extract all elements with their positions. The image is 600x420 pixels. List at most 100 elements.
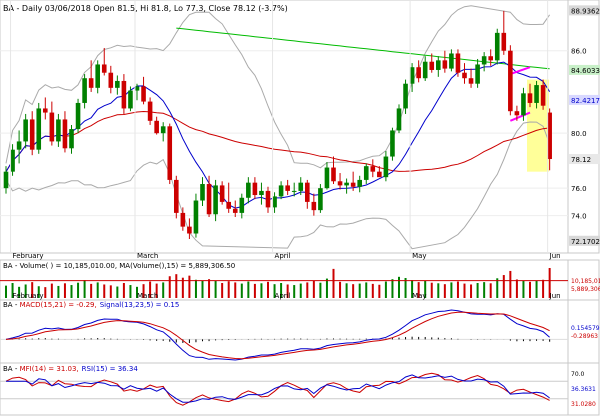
volume-bar	[18, 286, 21, 298]
volume-bar	[535, 280, 538, 298]
candle-body	[318, 188, 323, 211]
price-tick-label: 86.0	[571, 48, 587, 56]
candle-body	[344, 182, 349, 186]
macd-label-macd: MACD(15,21) = -0.29,	[20, 301, 97, 309]
volume-bar	[411, 280, 414, 298]
macd-label: BA - MACD(15,21) = -0.29, Signal(13,23,5)…	[3, 301, 179, 309]
macd-axis: 0.154579-0.28963	[571, 325, 600, 340]
candle-body	[16, 141, 22, 150]
volume-bar	[273, 284, 276, 298]
volume-bar	[194, 279, 197, 298]
mfi-label: BA - MFI(14) = 31.03, RSI(15) = 36.34	[3, 365, 138, 373]
candle-body	[10, 149, 15, 172]
volume-bar	[371, 283, 374, 298]
volume-bar	[430, 282, 433, 298]
volume-bar	[365, 282, 368, 298]
candle-body	[363, 166, 369, 180]
volume-bar	[456, 281, 459, 298]
candle-body	[449, 53, 454, 69]
volume-bar	[116, 286, 119, 298]
moving-average-200	[176, 27, 550, 70]
candle-body	[534, 85, 539, 103]
price-tag-bg	[569, 64, 600, 75]
candle-body	[193, 200, 199, 234]
candle-body	[462, 72, 467, 79]
candle-body	[49, 112, 55, 142]
candle-body	[160, 126, 166, 134]
mfi-label-mfi: MFI(14) = 31.03,	[20, 365, 79, 373]
macd-label-prefix: BA -	[3, 301, 20, 309]
candle-body	[187, 226, 192, 234]
volume-bar	[240, 283, 243, 298]
volume-bar	[529, 281, 531, 298]
volume-month-labels: February March April May Jun	[13, 292, 561, 300]
candle-body	[75, 102, 81, 130]
candle-body	[298, 182, 304, 191]
volume-bar	[188, 275, 191, 298]
candle-body	[521, 93, 526, 116]
volume-tick-label: 10,185,010	[571, 278, 600, 285]
volume-bar	[470, 284, 473, 298]
volume-bar	[162, 282, 165, 298]
candle-body	[174, 179, 179, 213]
candle-body	[370, 166, 376, 172]
volume-bar	[96, 282, 99, 298]
candle-body	[108, 72, 114, 88]
candle-body	[508, 50, 513, 112]
volume-bar	[417, 282, 420, 298]
macd-line	[5, 309, 550, 361]
volume-bar	[168, 276, 171, 298]
month-label: February	[13, 252, 44, 260]
price-candles	[3, 10, 552, 240]
candle-body	[3, 171, 9, 189]
volume-bar	[90, 283, 93, 298]
candle-body	[141, 86, 146, 102]
candle-body	[88, 78, 94, 88]
volume-bar	[489, 283, 492, 298]
month-label: Jun	[549, 252, 561, 260]
candle-body	[232, 208, 238, 213]
volume-bar	[234, 282, 237, 298]
volume-bar	[391, 279, 394, 298]
chart-title: BA - Daily 03/06/2018 Open 81.5, Hi 81.8…	[3, 4, 288, 13]
candle-body	[29, 119, 35, 150]
price-axis: 88.9362 86.0 84.6033 82.4217 80.0 78.12 76.0 74…	[569, 5, 600, 246]
volume-bar	[515, 279, 518, 298]
volume-bar	[50, 283, 53, 298]
price-tick-label: 76.0	[571, 185, 587, 193]
candle-body	[219, 185, 225, 202]
volume-axis: 10,185,0105,889,306	[571, 278, 600, 293]
candle-body	[403, 83, 408, 109]
volume-bar	[24, 284, 27, 298]
candle-body	[154, 120, 159, 134]
volume-bars	[0, 268, 568, 298]
volume-bar	[332, 268, 335, 298]
candle-body	[396, 108, 402, 131]
volume-bar	[384, 281, 387, 298]
volume-tick-label: 5,889,306	[571, 286, 600, 293]
candle-body	[128, 90, 133, 109]
volume-bar	[345, 283, 348, 298]
volume-bar	[398, 276, 400, 298]
candle-body	[43, 108, 48, 113]
candle-body	[494, 32, 500, 61]
volume-bar	[267, 281, 269, 298]
volume-bar	[77, 282, 80, 298]
volume-bar	[11, 283, 14, 298]
volume-bar	[463, 283, 466, 298]
macd-signal-line	[5, 311, 550, 360]
candle-body	[167, 126, 173, 180]
volume-bar	[253, 283, 256, 298]
candle-body	[442, 60, 448, 69]
candle-body	[305, 182, 310, 202]
price-axis-frame	[567, 0, 600, 254]
month-label: Jun	[549, 292, 561, 300]
candle-body	[422, 61, 428, 79]
volume-bar	[260, 283, 263, 298]
macd-tick-label: -0.28963	[571, 333, 598, 340]
volume-bar	[339, 281, 342, 298]
volume-bar	[443, 284, 446, 298]
macd-axis-frame	[567, 299, 600, 364]
price-tick-label: 84.6033	[571, 67, 600, 75]
